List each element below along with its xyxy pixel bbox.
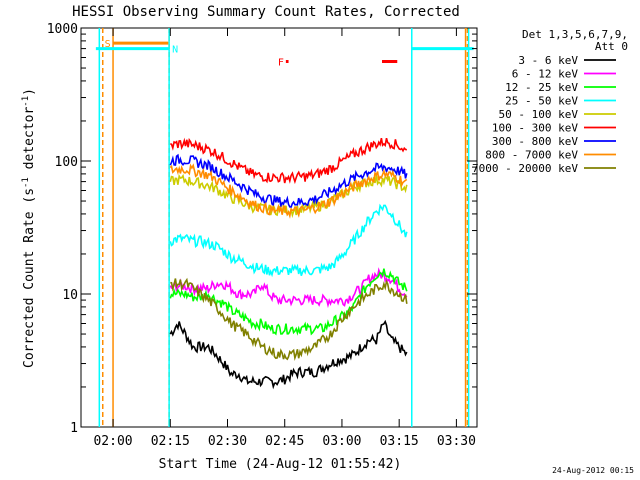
y-tick-label-3: 1000 [47,22,78,37]
y-axis-label-mid: detector [22,107,37,178]
series-line-6 [169,153,408,208]
x-tick-label-2: 02:30 [208,434,247,449]
y-tick-label-2: 100 [55,155,78,170]
x-tick-label-3: 02:45 [265,434,304,449]
series-line-4 [169,173,408,219]
legend-header-line2: Att 0 [595,40,628,53]
legend-label-3: 25 - 50 keV [505,95,578,108]
legend-label-7: 800 - 7000 keV [485,149,578,162]
legend-label-0: 3 - 6 keV [518,54,578,67]
x-axis-ticks: 02:00 02:15 02:30 02:45 03:00 03:15 03:30 [93,28,476,449]
y-tick-label-0: 1 [70,421,78,436]
series-line-8 [170,277,408,362]
y-axis-label: Corrected Count Rate (s-1 detector-1) [21,88,37,368]
legend-label-4: 50 - 100 keV [499,108,579,121]
plot-area [80,27,478,428]
vertical-markers [98,28,470,427]
plot-frame [80,27,478,428]
chart-title: HESSI Observing Summary Count Rates, Cor… [72,4,460,20]
flag-bars: S N F [95,39,474,68]
x-tick-label-6: 03:30 [437,434,476,449]
y-axis-label-sup1: -1 [21,177,31,188]
legend-header-line1: Det 1,3,5,6,7,9, [522,28,628,41]
x-tick-label-0: 02:00 [93,434,132,449]
series-line-0 [169,319,408,390]
y-axis-label-prefix: Corrected Count Rate (s [22,188,37,368]
series-line-5 [169,137,408,185]
x-tick-label-5: 03:15 [380,434,419,449]
flag-label-s: S [105,39,111,50]
y-tick-label-1: 10 [62,288,78,303]
x-tick-label-4: 03:00 [322,434,361,449]
y-axis-ticks: 1 10 100 1000 [47,22,477,436]
x-tick-label-1: 02:15 [151,434,190,449]
series-line-3 [169,203,408,278]
legend-label-5: 100 - 300 keV [492,122,578,135]
legend-label-6: 300 - 800 keV [492,135,578,148]
legend-label-8: 7000 - 20000 keV [472,162,578,175]
series-layer [169,137,408,390]
x-axis-label: Start Time (24-Aug-12 01:55:42) [159,457,402,472]
footer-date: 24-Aug-2012 00:15 [552,466,634,475]
series-line-1 [169,267,408,309]
legend-label-2: 12 - 25 keV [505,81,578,94]
y-axis-label-suffix: ) [22,88,37,96]
flag-label-n: N [172,45,178,56]
legend-label-1: 6 - 12 keV [512,68,579,81]
series-line-7 [169,163,408,219]
flag-label-f: F [278,57,284,68]
y-axis-label-sup2: -1 [21,96,31,107]
